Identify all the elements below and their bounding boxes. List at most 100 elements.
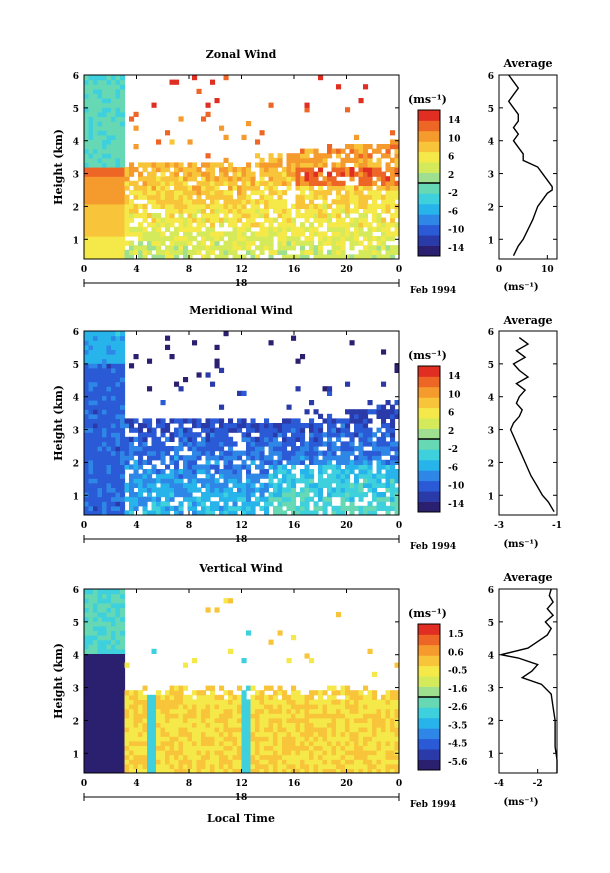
heatmap-cell	[322, 501, 328, 507]
heatmap-cell	[138, 432, 144, 438]
heatmap-cell	[345, 740, 351, 746]
heatmap-cell	[88, 450, 94, 456]
heatmap-cell	[169, 722, 175, 728]
heatmap-cell	[178, 469, 184, 475]
heatmap-cell	[174, 459, 180, 465]
heatmap-cell	[84, 492, 90, 498]
heatmap-cell	[223, 459, 229, 465]
heatmap-cell	[255, 153, 261, 159]
heatmap-cell	[340, 236, 346, 242]
heatmap-cell	[255, 236, 261, 242]
heatmap-cell	[255, 745, 261, 751]
heatmap-cell	[300, 231, 306, 237]
heatmap-cell	[165, 759, 171, 765]
heatmap-cell	[363, 736, 369, 742]
heatmap-cell	[106, 667, 112, 673]
heatmap-cell	[259, 245, 265, 251]
heatmap-cell	[106, 501, 112, 507]
heatmap-cell	[84, 446, 90, 452]
heatmap-cell	[349, 254, 355, 259]
heatmap-cell	[183, 418, 189, 424]
heatmap-cell	[115, 254, 121, 259]
heatmap-cell	[88, 589, 94, 595]
heatmap-cell	[322, 727, 328, 733]
heatmap-cell	[129, 240, 135, 246]
heatmap-cell	[115, 717, 121, 723]
heatmap-cell	[84, 713, 90, 719]
heatmap-cell	[106, 690, 112, 696]
heatmap-cell	[160, 473, 166, 479]
heatmap-cell	[322, 754, 328, 760]
heatmap-cell	[88, 185, 94, 191]
heatmap-cell	[178, 386, 184, 392]
heatmap-cell	[115, 171, 121, 177]
heatmap-cell	[142, 708, 148, 714]
heatmap-cell	[214, 231, 220, 237]
heatmap-cell	[165, 344, 171, 350]
heatmap-cell	[327, 390, 333, 396]
heatmap-cell	[111, 222, 117, 228]
heatmap-cell	[327, 254, 333, 259]
heatmap-cell	[354, 505, 360, 511]
heatmap-cell	[102, 768, 108, 773]
heatmap-cell	[120, 418, 126, 424]
heatmap-cell	[340, 446, 346, 452]
heatmap-cell	[111, 254, 117, 259]
heatmap-cell	[286, 459, 292, 465]
heatmap-cell	[115, 658, 121, 664]
heatmap-cell	[291, 427, 297, 433]
heatmap-cell	[313, 194, 319, 200]
heatmap-cell	[106, 510, 112, 515]
heatmap-cell	[214, 418, 220, 424]
heatmap-cell	[273, 423, 279, 429]
heatmap-cell	[165, 213, 171, 219]
heatmap-cell	[250, 199, 256, 205]
heatmap-cell	[133, 754, 139, 760]
heatmap-cell	[304, 722, 310, 728]
heatmap-cell	[268, 171, 274, 177]
heatmap-cell	[309, 763, 315, 769]
heatmap-cell	[97, 144, 103, 150]
heatmap-cell	[111, 245, 117, 251]
heatmap-cell	[97, 134, 103, 140]
heatmap-cell	[138, 704, 144, 710]
heatmap-cell	[358, 240, 364, 246]
heatmap-cell	[376, 713, 382, 719]
heatmap-cell	[156, 469, 162, 475]
heatmap-cell	[228, 459, 234, 465]
heatmap-cell	[120, 190, 126, 196]
colorbar-swatch	[418, 624, 440, 635]
vertical-heatmap	[84, 589, 399, 773]
heatmap-cell	[268, 432, 274, 438]
heatmap-cell	[102, 441, 108, 447]
heatmap-cell	[106, 740, 112, 746]
heatmap-cell	[340, 245, 346, 251]
heatmap-cell	[237, 213, 243, 219]
heatmap-cell	[327, 455, 333, 461]
heatmap-cell	[394, 249, 399, 255]
heatmap-cell	[304, 450, 310, 456]
heatmap-cell	[192, 478, 198, 484]
colorbar-swatch	[418, 245, 440, 257]
heatmap-cell	[340, 180, 346, 186]
heatmap-cell	[178, 455, 184, 461]
heatmap-cell	[390, 446, 396, 452]
heatmap-cell	[385, 446, 391, 452]
heatmap-cell	[93, 676, 99, 682]
heatmap-cell	[178, 492, 184, 498]
x-tick-label: 0	[396, 265, 402, 275]
heatmap-cell	[111, 736, 117, 742]
heatmap-cell	[120, 427, 126, 433]
heatmap-cell	[93, 736, 99, 742]
heatmap-cell	[327, 501, 333, 507]
heatmap-cell	[327, 745, 333, 751]
heatmap-cell	[394, 662, 399, 668]
heatmap-cell	[259, 768, 265, 773]
heatmap-cell	[183, 180, 189, 186]
heatmap-cell	[372, 432, 378, 438]
heatmap-cell	[219, 427, 225, 433]
heatmap-cell	[156, 450, 162, 456]
heatmap-cell	[106, 236, 112, 242]
heatmap-cell	[228, 750, 234, 756]
heatmap-cell	[322, 708, 328, 714]
